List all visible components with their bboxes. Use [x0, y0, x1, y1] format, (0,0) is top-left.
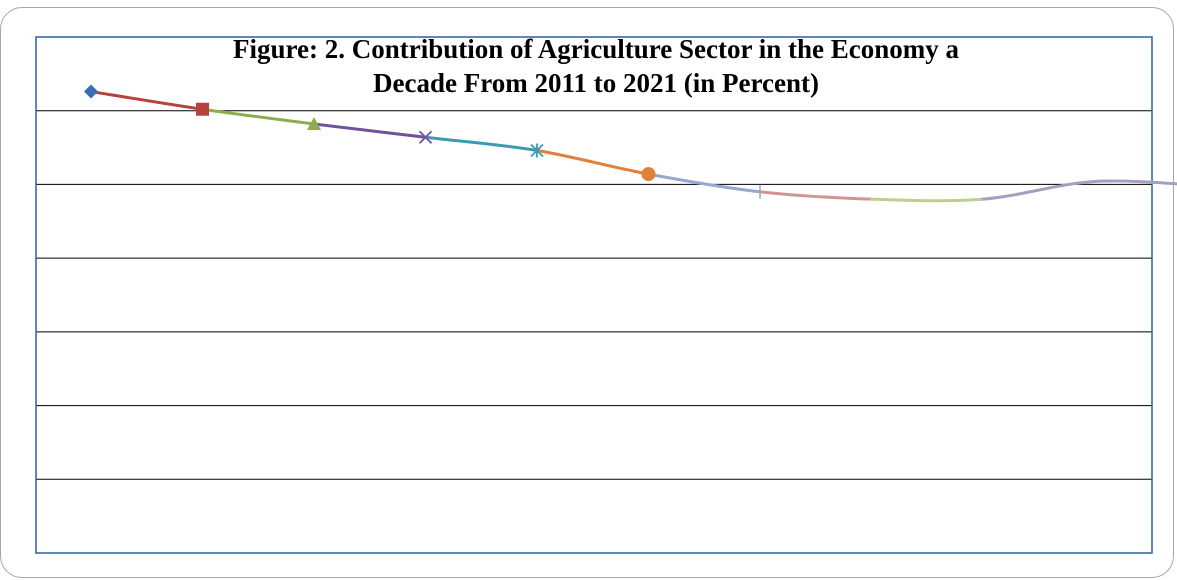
series-line [89, 90, 1177, 203]
data-point-2013 [307, 116, 321, 130]
line-segment-2018-2019 [870, 197, 985, 203]
chart-title-line-1: Figure: 2. Contribution of Agriculture S… [233, 34, 959, 64]
chart-frame [0, 7, 1174, 578]
data-point-2016 [641, 167, 656, 182]
line-segment-2016-2017 [647, 172, 762, 194]
line-segment-2019-2020 [981, 179, 1096, 201]
data-point-2012 [196, 102, 209, 116]
line-segment-2014-2015 [424, 135, 539, 153]
line-segment-2015-2016 [535, 149, 650, 176]
line-segment-2012-2013 [201, 107, 316, 126]
plot-area-border [35, 36, 1153, 554]
gridlines [36, 110, 1152, 480]
data-point-2015 [530, 143, 544, 158]
series-markers [84, 84, 761, 199]
data-point-2011 [84, 84, 98, 99]
line-segment-2020-2021 [1093, 179, 1177, 186]
data-point-2014 [418, 130, 433, 144]
line-segment-2011-2012 [89, 90, 204, 111]
chart-title-line-2: Decade From 2011 to 2021 (in Percent) [373, 68, 819, 98]
line-segment-2017-2018 [758, 190, 873, 201]
line-segment-2013-2014 [312, 122, 427, 139]
